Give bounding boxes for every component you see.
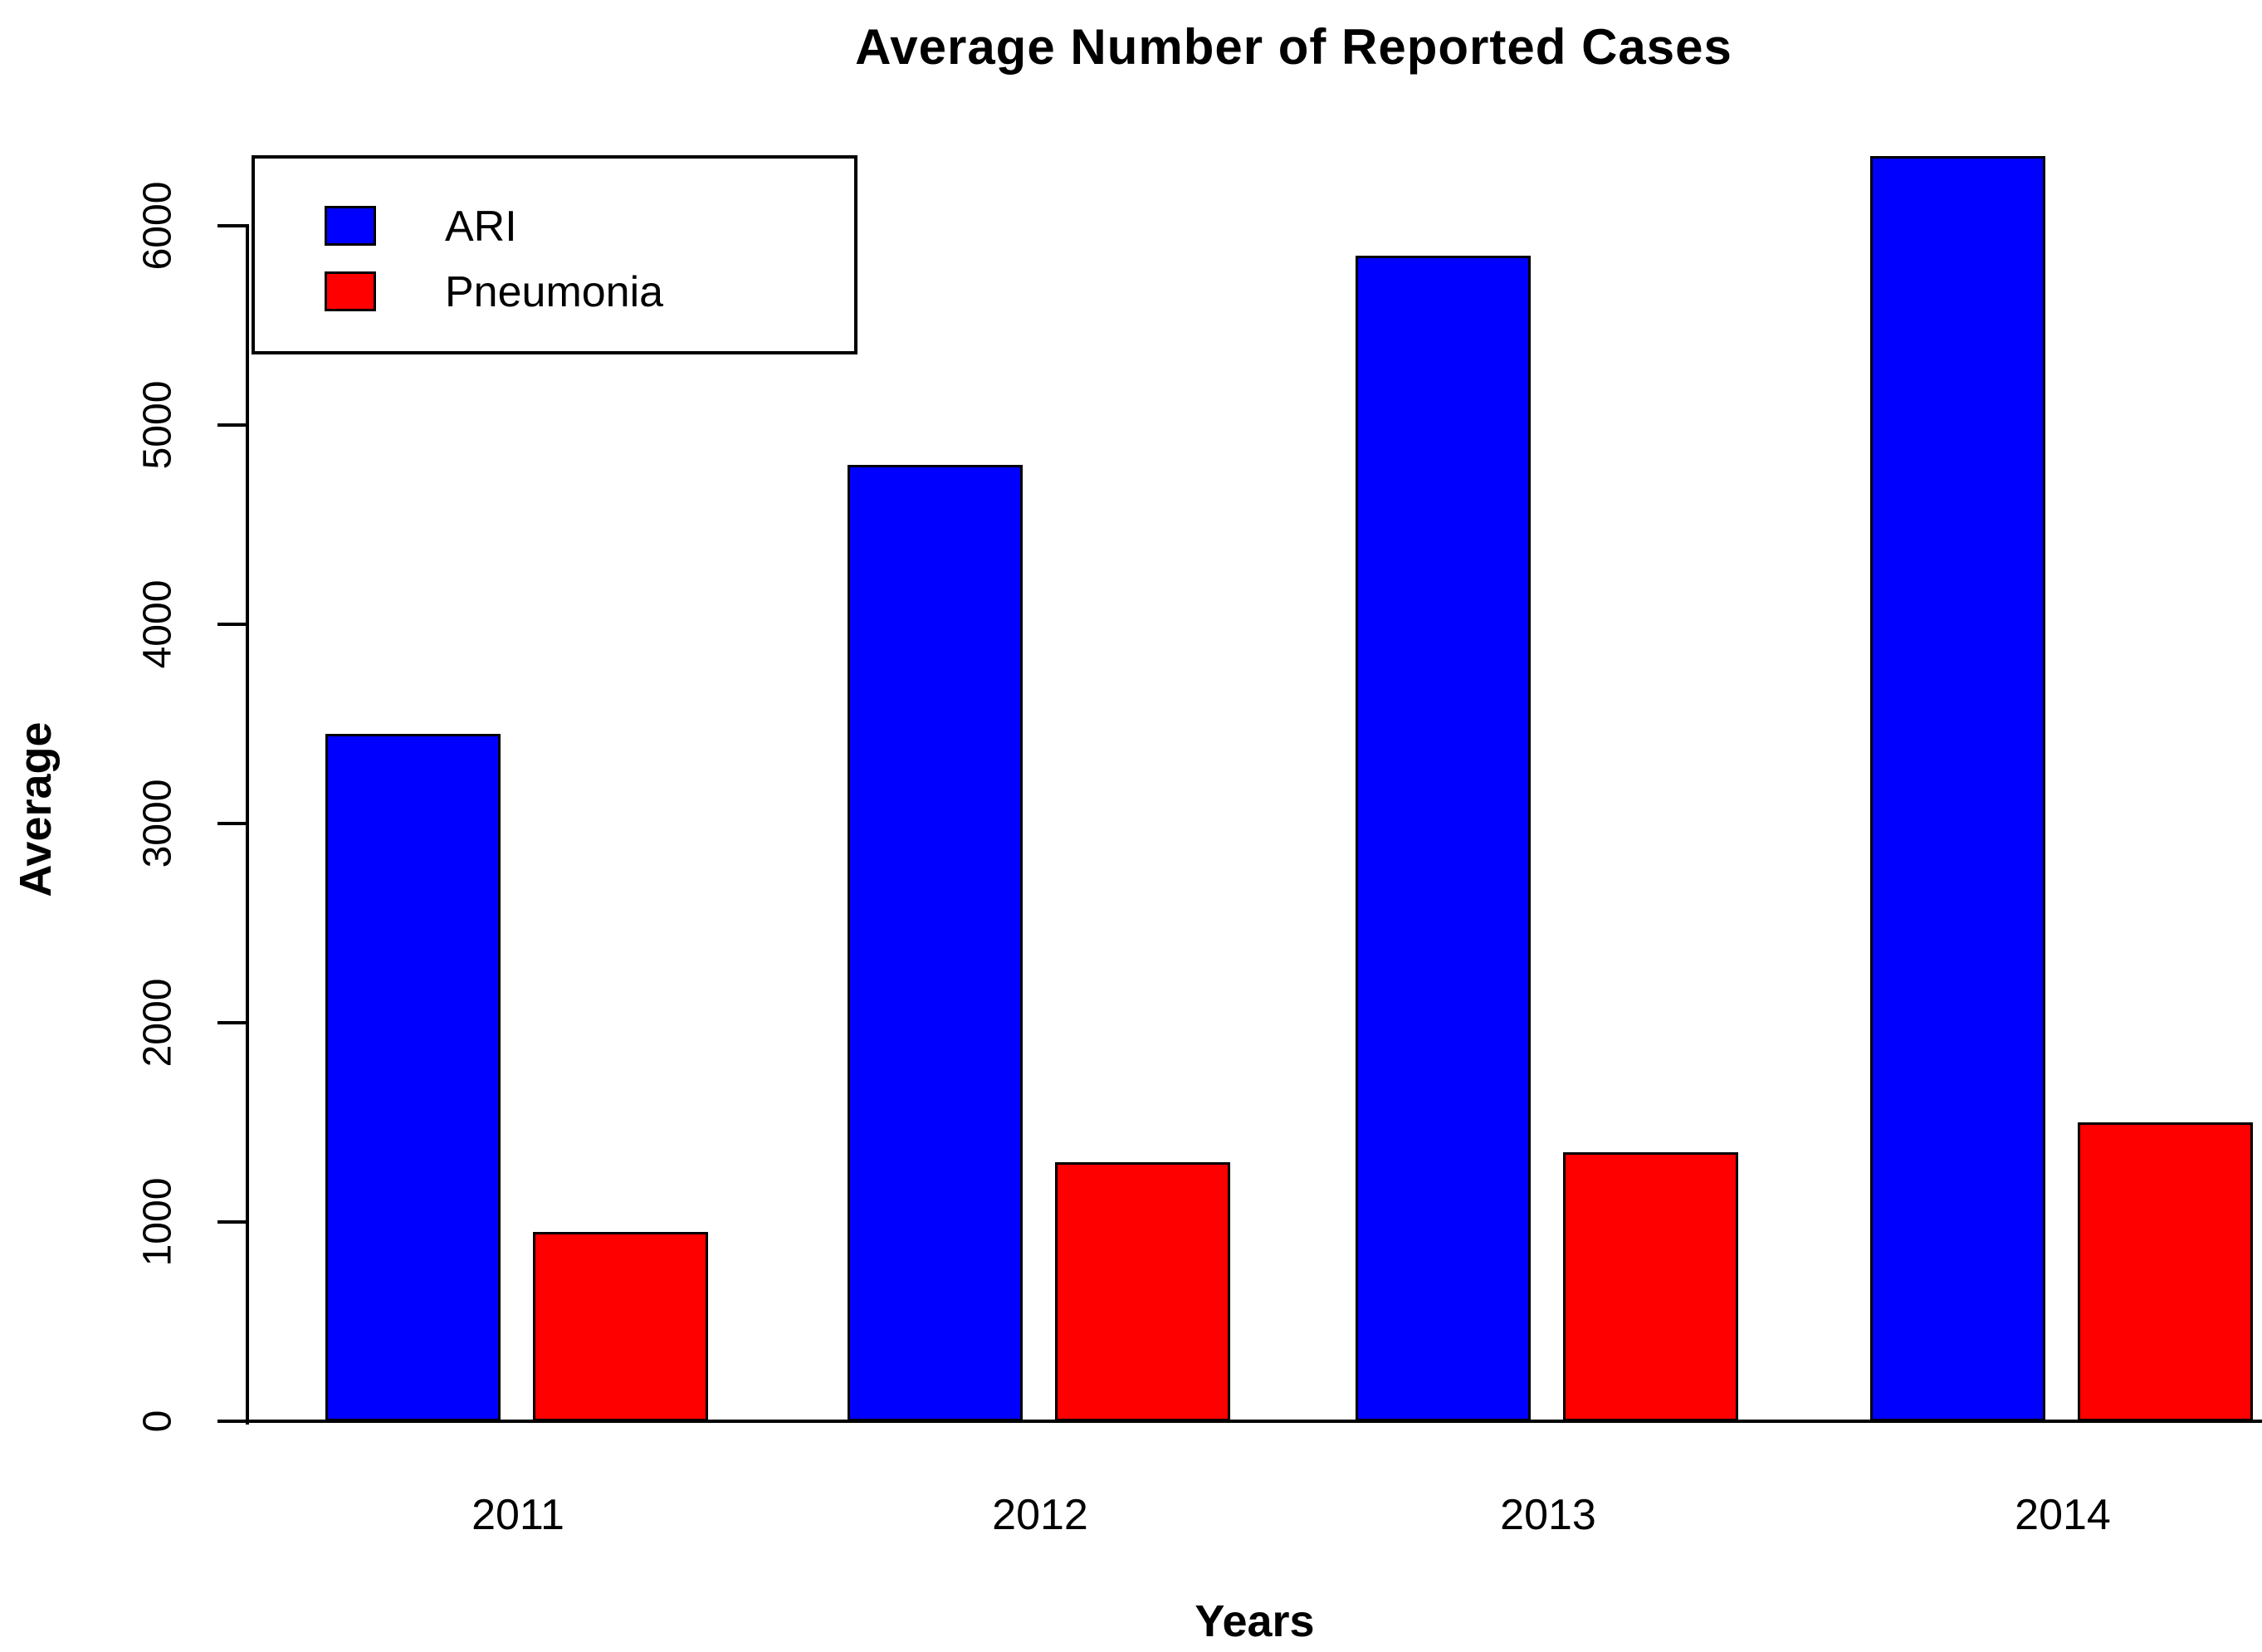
bar-pneumonia-2013 bbox=[1563, 1152, 1738, 1421]
y-tick-mark-1000 bbox=[217, 1220, 247, 1224]
bar-ari-2014 bbox=[1870, 156, 2045, 1421]
x-axis-title: Years bbox=[1195, 1596, 1315, 1646]
bar-ari-2011 bbox=[325, 734, 501, 1421]
x-tick-label-2013: 2013 bbox=[1500, 1491, 1596, 1539]
y-tick-mark-5000 bbox=[217, 423, 247, 427]
bar-pneumonia-2012 bbox=[1055, 1162, 1230, 1421]
x-tick-label-2011: 2011 bbox=[471, 1491, 564, 1539]
legend-label-ari: ARI bbox=[445, 202, 517, 251]
y-tick-mark-0 bbox=[217, 1420, 247, 1423]
x-axis-baseline bbox=[246, 1420, 2262, 1423]
bar-ari-2013 bbox=[1356, 256, 1531, 1421]
legend-item-pneumonia: Pneumonia bbox=[255, 268, 854, 316]
y-tick-mark-4000 bbox=[217, 623, 247, 626]
bar-pneumonia-2014 bbox=[2078, 1122, 2253, 1421]
y-tick-mark-2000 bbox=[217, 1021, 247, 1024]
bar-pneumonia-2011 bbox=[533, 1232, 708, 1421]
y-tick-mark-3000 bbox=[217, 822, 247, 825]
y-axis-title: Average bbox=[11, 721, 61, 897]
legend-swatch-pneumonia bbox=[325, 271, 376, 311]
y-tick-mark-6000 bbox=[217, 224, 247, 227]
x-tick-label-2012: 2012 bbox=[992, 1491, 1088, 1539]
legend-label-pneumonia: Pneumonia bbox=[445, 267, 664, 316]
x-tick-label-2014: 2014 bbox=[2015, 1491, 2111, 1539]
y-axis-line bbox=[246, 224, 249, 1425]
legend-swatch-ari bbox=[325, 206, 376, 246]
chart-title: Average Number of Reported Cases bbox=[855, 19, 1732, 75]
legend: ARI Pneumonia bbox=[252, 155, 857, 354]
legend-item-ari: ARI bbox=[255, 203, 854, 251]
y-tick-label-6000: 6000 bbox=[135, 181, 180, 271]
bar-ari-2012 bbox=[848, 465, 1023, 1421]
